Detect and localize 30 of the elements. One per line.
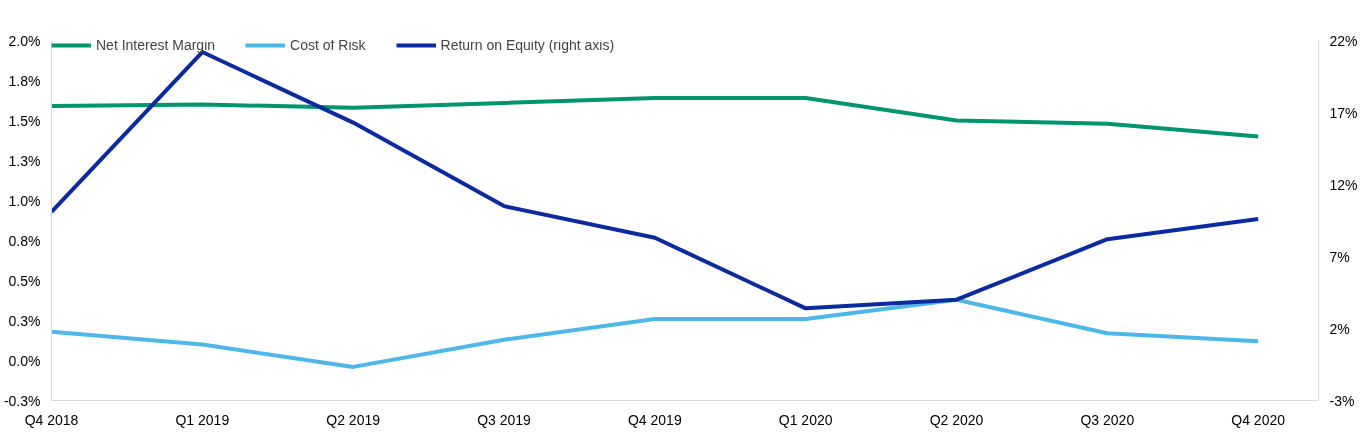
y2-tick-label: 17% (1329, 104, 1358, 121)
y2-tick-label: 2% (1329, 320, 1350, 337)
x-tick-label: Q1 2019 (175, 411, 230, 428)
x-tick-label: Q1 2020 (778, 411, 833, 428)
y2-tick-label: 22% (1329, 32, 1358, 49)
x-tick-label: Q4 2020 (1231, 411, 1286, 428)
x-tick-label: Q2 2019 (326, 411, 381, 428)
y-tick-label: 0.8% (8, 232, 41, 249)
y-tick-label: 1.5% (8, 112, 41, 129)
y2-tick-label: 7% (1329, 248, 1350, 265)
y-tick-label: -0.3% (3, 392, 41, 409)
x-tick-label: Q4 2019 (627, 411, 682, 428)
y-tick-label: 2.0% (8, 32, 41, 49)
line-series (51, 96, 1261, 139)
line-series (51, 297, 1261, 369)
y-tick-label: 1.0% (8, 192, 41, 209)
y-tick-label: 0.0% (8, 352, 41, 369)
x-tick-label: Q3 2020 (1080, 411, 1135, 428)
y2-tick-label: 12% (1329, 176, 1358, 193)
legend-label: Net Interest Margin (96, 39, 216, 53)
legend-label: Cost of Risk (290, 39, 366, 53)
legend-label: Return on Equity (right axis) (440, 39, 615, 53)
y-tick-label: 1.3% (8, 152, 41, 169)
x-tick-label: Q2 2020 (929, 411, 984, 428)
y-tick-label: 1.8% (8, 72, 41, 89)
y2-tick-label: -3% (1329, 392, 1355, 409)
y-tick-label: 0.5% (8, 272, 41, 289)
x-tick-label: Q4 2018 (24, 411, 79, 428)
x-tick-label: Q3 2019 (477, 411, 532, 428)
y-tick-label: 0.3% (8, 312, 41, 329)
